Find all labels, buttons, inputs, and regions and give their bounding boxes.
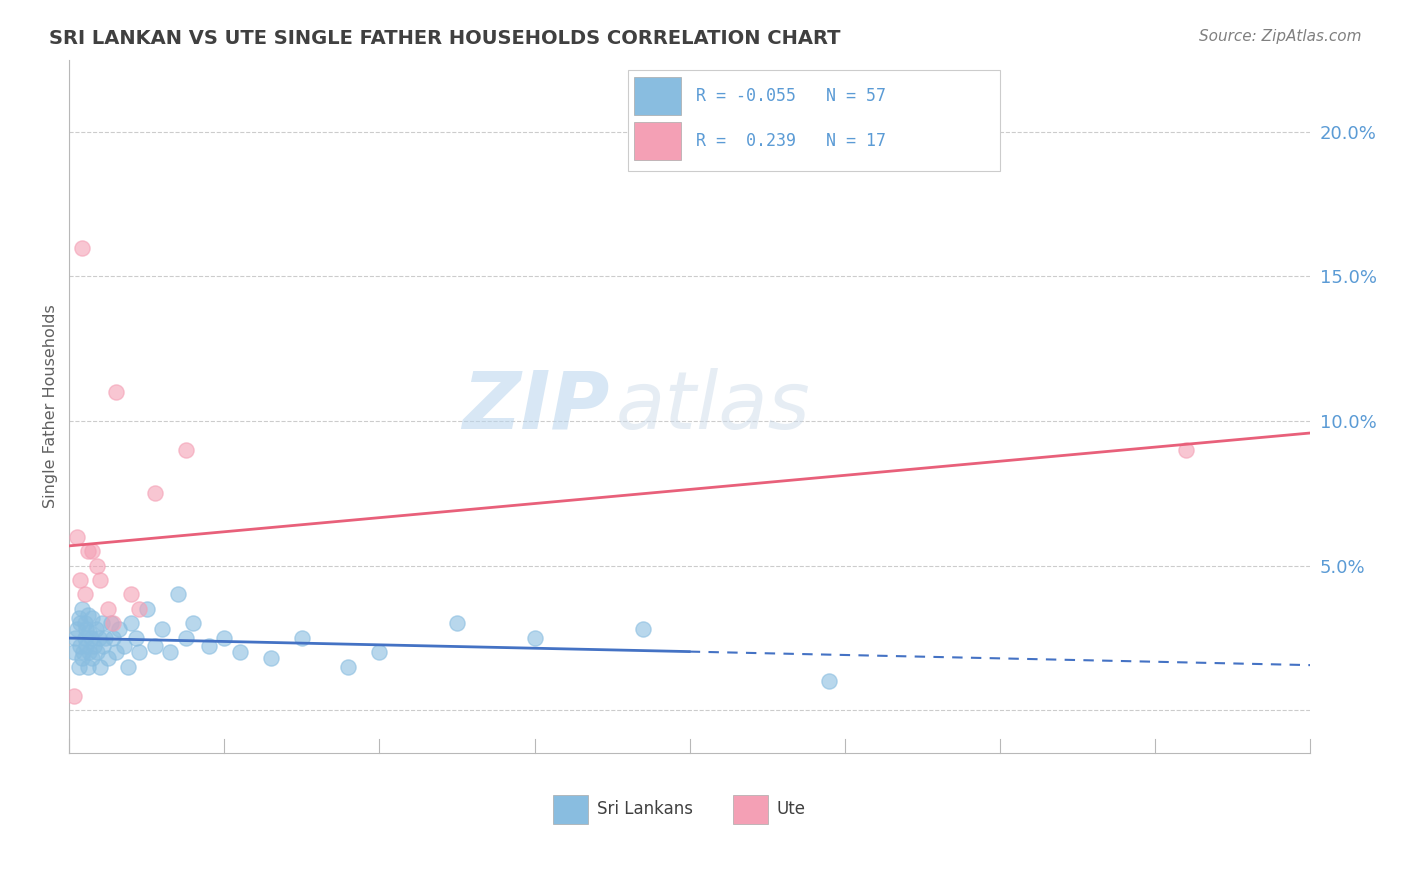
Point: [66, 530, 89, 544]
Point: [214, 631, 236, 645]
Point: [67, 659, 90, 673]
Point: [83, 640, 105, 654]
Point: [70, 240, 93, 254]
Point: [72, 645, 94, 659]
Point: [166, 587, 188, 601]
Point: [523, 631, 546, 645]
Point: [63, 645, 86, 659]
Point: [73, 587, 96, 601]
Point: [75, 622, 97, 636]
Point: [291, 631, 314, 645]
Point: [229, 645, 252, 659]
Point: [69, 616, 91, 631]
Text: SRI LANKAN VS UTE SINGLE FATHER HOUSEHOLDS CORRELATION CHART: SRI LANKAN VS UTE SINGLE FATHER HOUSEHOL…: [49, 29, 841, 47]
Text: atlas: atlas: [616, 368, 810, 445]
Point: [69, 640, 91, 654]
Point: [86, 558, 108, 573]
Point: [174, 631, 197, 645]
Point: [63, 689, 86, 703]
Point: [79, 625, 101, 640]
Point: [112, 640, 135, 654]
Point: [67, 610, 90, 624]
FancyBboxPatch shape: [634, 77, 681, 115]
Point: [87, 631, 110, 645]
Point: [69, 573, 91, 587]
Point: [120, 587, 142, 601]
FancyBboxPatch shape: [627, 70, 1000, 170]
Point: [183, 616, 205, 631]
Point: [108, 622, 131, 636]
Point: [174, 442, 197, 457]
Point: [90, 616, 112, 631]
Point: [125, 631, 148, 645]
Point: [818, 674, 841, 689]
Point: [117, 659, 139, 673]
Text: ZIP: ZIP: [461, 368, 609, 445]
Point: [76, 607, 98, 622]
Point: [97, 602, 120, 616]
Point: [104, 385, 127, 400]
Point: [128, 645, 150, 659]
Point: [97, 651, 120, 665]
Point: [104, 645, 127, 659]
Point: [73, 616, 96, 631]
FancyBboxPatch shape: [553, 795, 588, 824]
Text: R =  0.239   N = 17: R = 0.239 N = 17: [696, 132, 886, 150]
Point: [66, 622, 89, 636]
Point: [80, 631, 103, 645]
Point: [89, 573, 111, 587]
Point: [86, 645, 108, 659]
Text: R = -0.055   N = 57: R = -0.055 N = 57: [696, 87, 886, 105]
Point: [143, 640, 166, 654]
Point: [260, 651, 283, 665]
Point: [94, 631, 117, 645]
Point: [159, 645, 181, 659]
Point: [631, 622, 654, 636]
Text: Ute: Ute: [776, 800, 806, 818]
Point: [82, 544, 104, 558]
Point: [73, 631, 96, 645]
Point: [76, 544, 98, 558]
Point: [75, 640, 97, 654]
Point: [65, 631, 87, 645]
Point: [70, 651, 93, 665]
Point: [120, 616, 142, 631]
Point: [93, 640, 115, 654]
Text: Source: ZipAtlas.com: Source: ZipAtlas.com: [1198, 29, 1361, 44]
Y-axis label: Single Father Households: Single Father Households: [44, 305, 58, 508]
Point: [76, 659, 98, 673]
Point: [128, 602, 150, 616]
Point: [337, 659, 360, 673]
Point: [100, 616, 122, 631]
FancyBboxPatch shape: [733, 795, 768, 824]
Point: [368, 645, 391, 659]
Point: [135, 602, 157, 616]
Point: [143, 486, 166, 500]
Point: [82, 610, 104, 624]
Point: [150, 622, 173, 636]
Point: [84, 622, 107, 636]
Point: [198, 640, 221, 654]
Point: [70, 602, 93, 616]
Point: [446, 616, 468, 631]
FancyBboxPatch shape: [634, 122, 681, 161]
Point: [79, 645, 101, 659]
Point: [101, 631, 124, 645]
Point: [1175, 442, 1198, 457]
Point: [89, 659, 111, 673]
Text: Sri Lankans: Sri Lankans: [596, 800, 693, 818]
Point: [82, 651, 104, 665]
Point: [101, 616, 124, 631]
